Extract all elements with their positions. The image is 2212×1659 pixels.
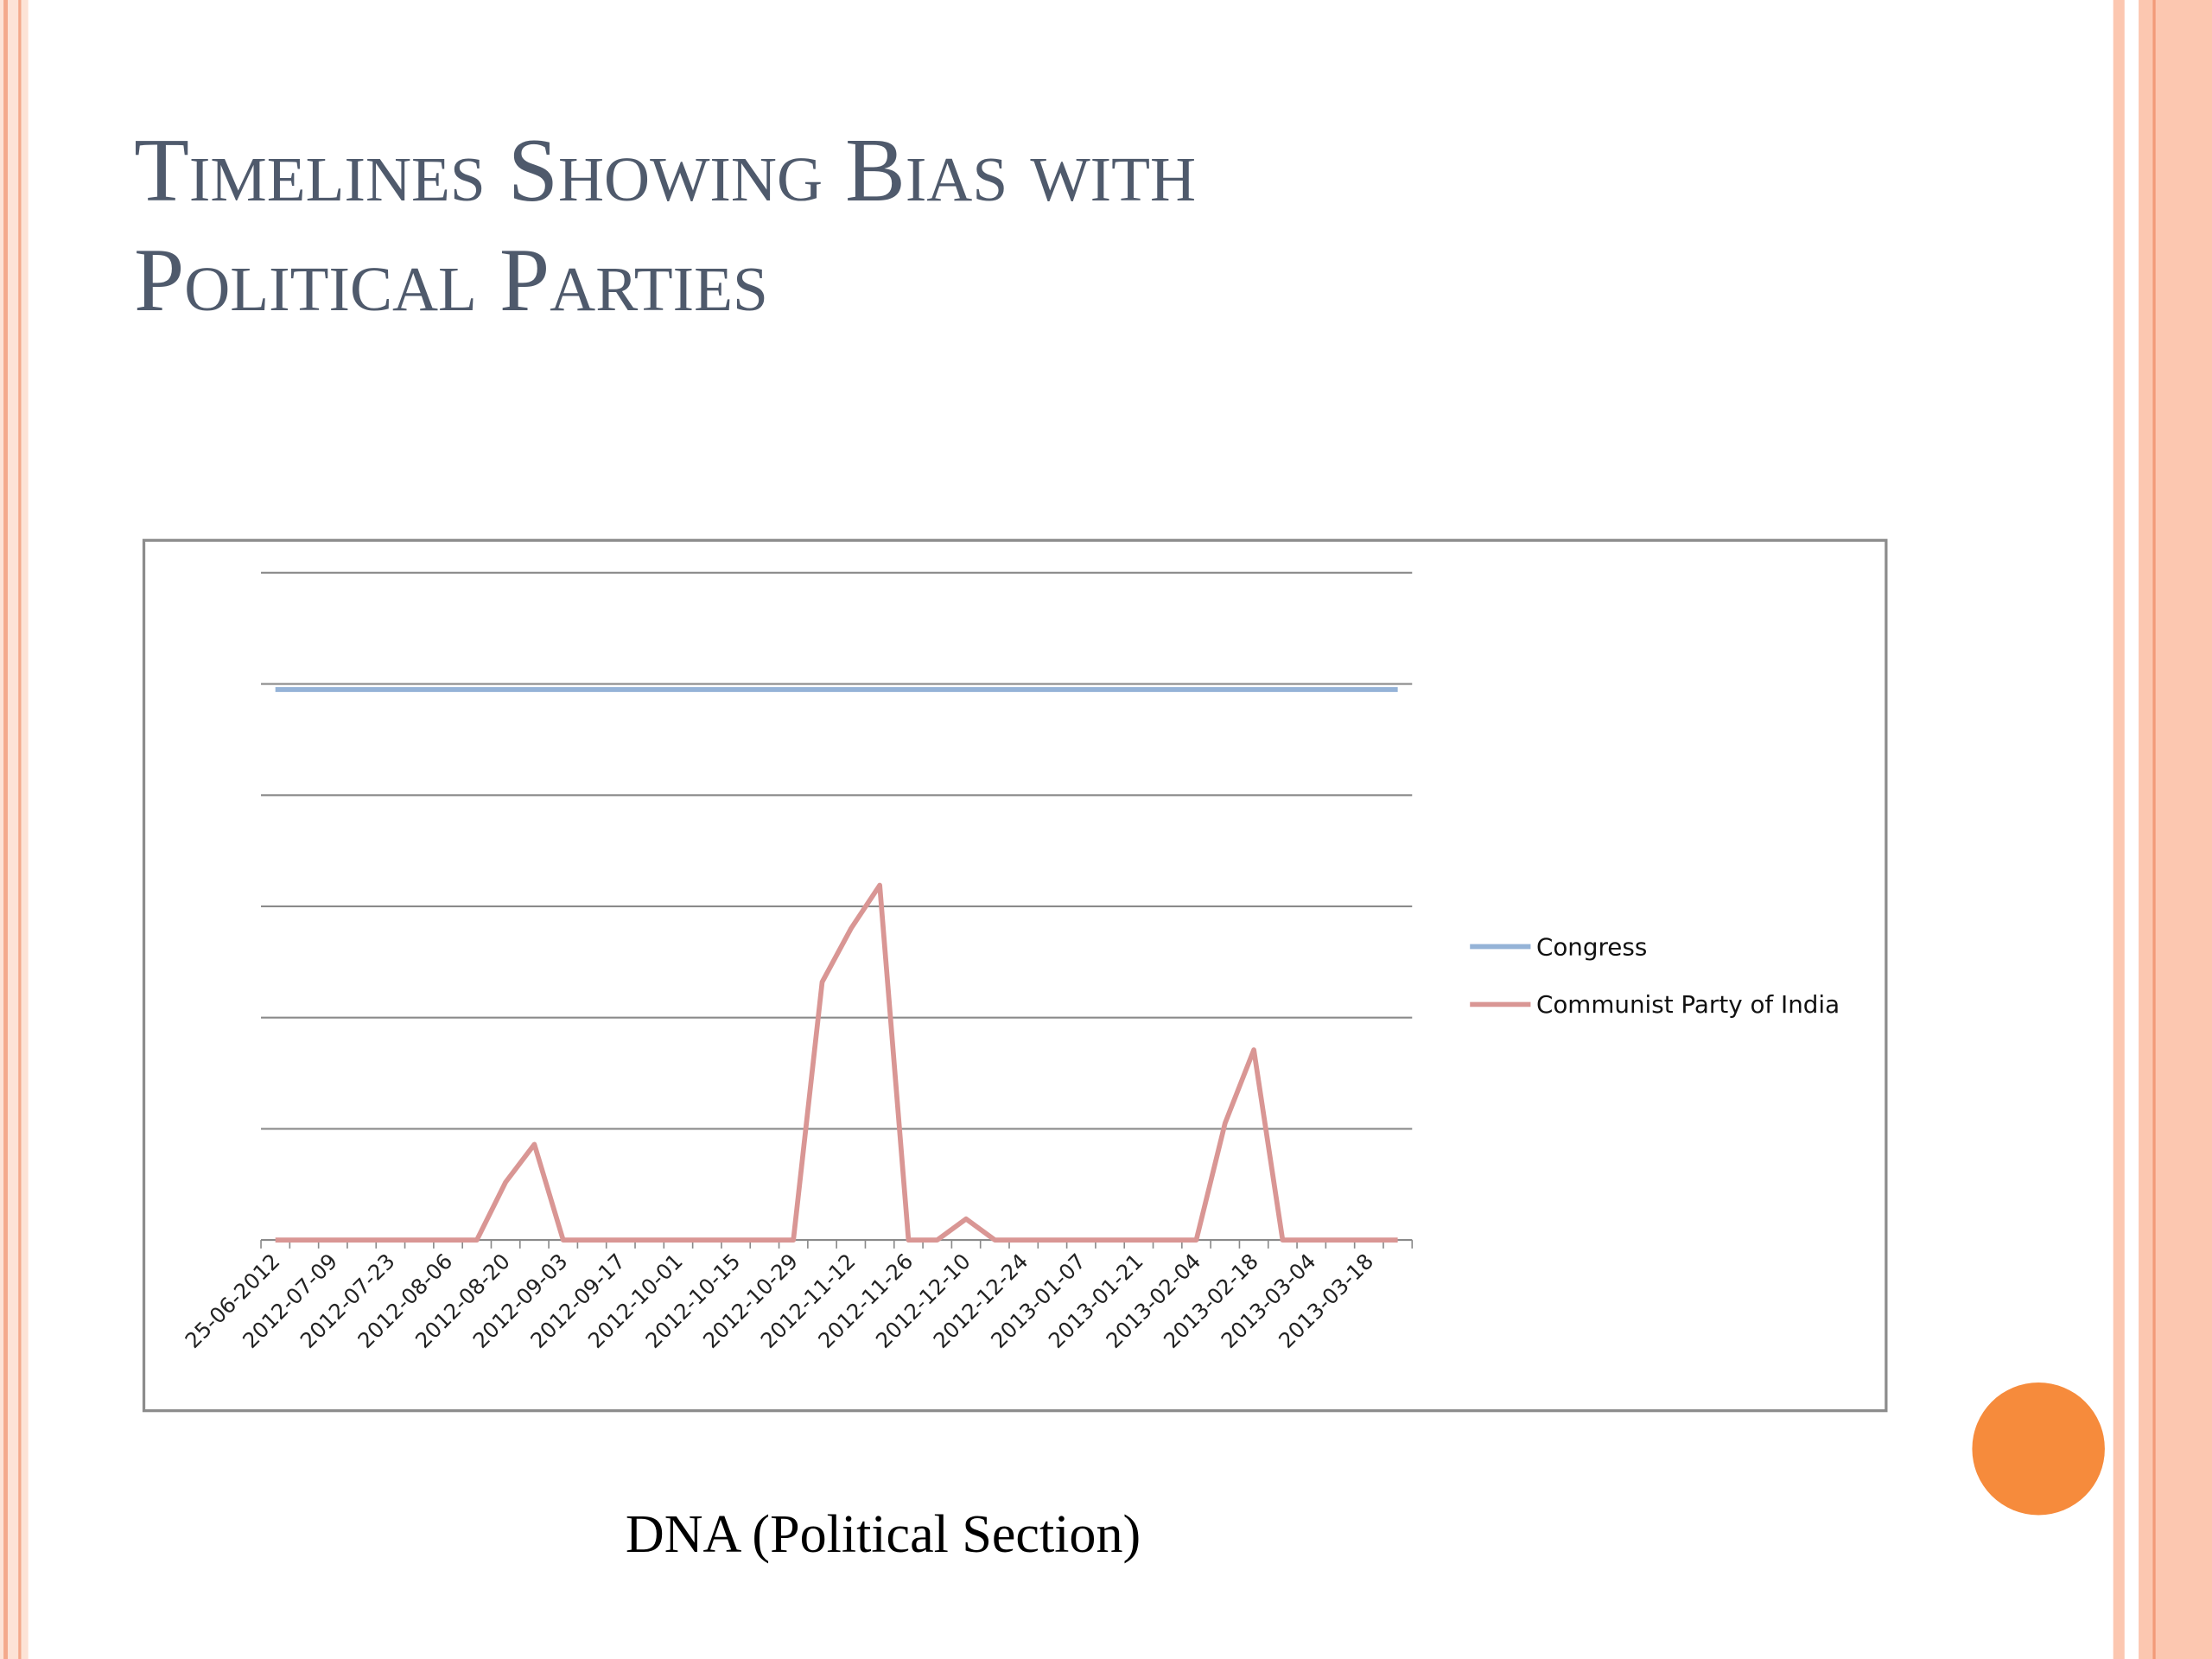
slide-title: Timelines Showing Bias with Political Pa… — [134, 119, 1197, 331]
right-border — [2124, 0, 2139, 1659]
caption: DNA (Political Section) — [625, 1505, 1141, 1565]
orange-dot — [1972, 1382, 2105, 1516]
chart-frame — [142, 538, 1888, 1413]
legend-label: Communist Party of India — [1536, 990, 1840, 1019]
legend-label: Congress — [1536, 932, 1647, 961]
series-line — [275, 882, 1398, 1243]
